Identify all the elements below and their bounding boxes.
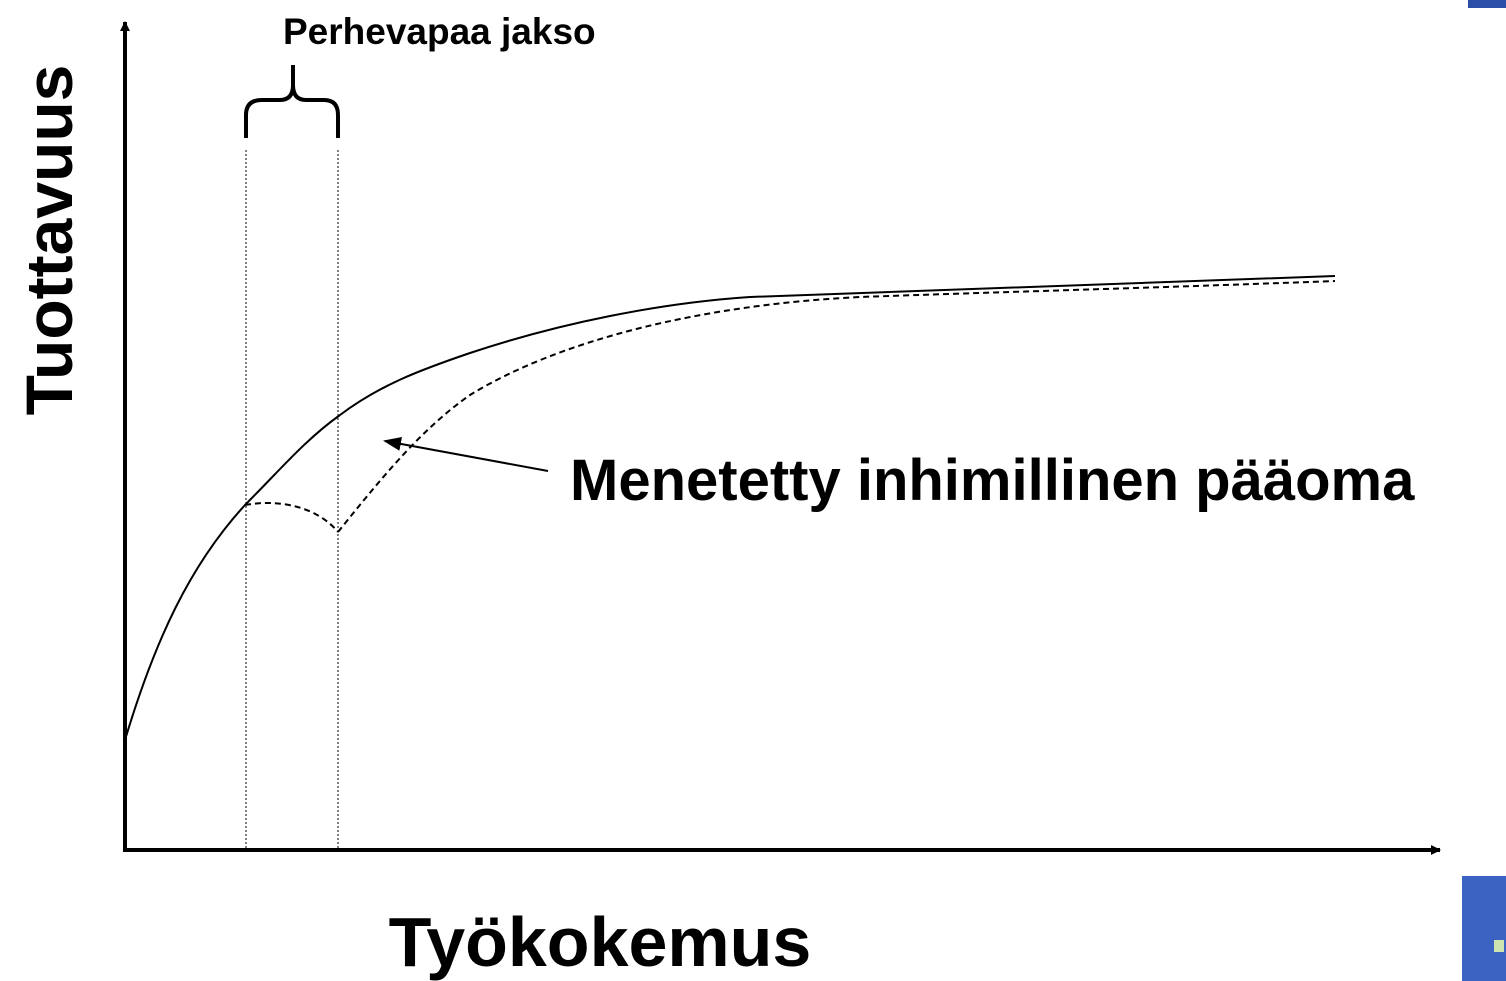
y-axis-label: Tuottavuus [12, 65, 86, 416]
reduced-curve [337, 280, 1336, 533]
arrow-label: Menetetty inhimillinen pääoma [570, 448, 1415, 513]
corner-logo [1468, 0, 1506, 8]
bracket-label: Perhevapaa jakso [283, 11, 596, 52]
productivity-curve [124, 275, 1336, 741]
corner-logo [1494, 940, 1504, 952]
leave-curve [244, 502, 339, 533]
bracket [244, 65, 340, 138]
x-axis-label: Työkokemus [389, 903, 812, 981]
corner-logo [1462, 876, 1506, 981]
pointer-arrow [383, 437, 549, 472]
